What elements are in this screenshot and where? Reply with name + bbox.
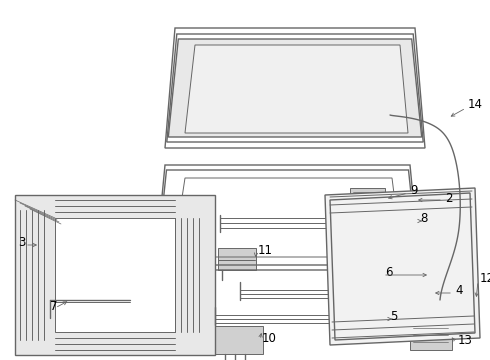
Polygon shape bbox=[185, 45, 408, 133]
Text: 7: 7 bbox=[50, 300, 57, 312]
Bar bbox=[410, 325, 452, 350]
Text: 2: 2 bbox=[445, 192, 452, 204]
Text: 3: 3 bbox=[18, 235, 25, 248]
Polygon shape bbox=[15, 195, 215, 355]
Text: 14: 14 bbox=[468, 99, 483, 112]
Text: 5: 5 bbox=[390, 310, 397, 323]
Text: 9: 9 bbox=[410, 184, 417, 197]
Polygon shape bbox=[168, 39, 422, 137]
Text: 12: 12 bbox=[480, 271, 490, 284]
Bar bbox=[215, 326, 263, 354]
Text: 8: 8 bbox=[420, 211, 427, 225]
Text: 4: 4 bbox=[455, 284, 463, 297]
Text: 6: 6 bbox=[385, 266, 392, 279]
Bar bbox=[350, 188, 385, 210]
Polygon shape bbox=[325, 188, 480, 345]
Polygon shape bbox=[55, 218, 175, 332]
Text: 13: 13 bbox=[458, 333, 473, 346]
Text: 11: 11 bbox=[258, 243, 273, 256]
Bar bbox=[218, 248, 256, 270]
Text: 10: 10 bbox=[262, 332, 277, 345]
